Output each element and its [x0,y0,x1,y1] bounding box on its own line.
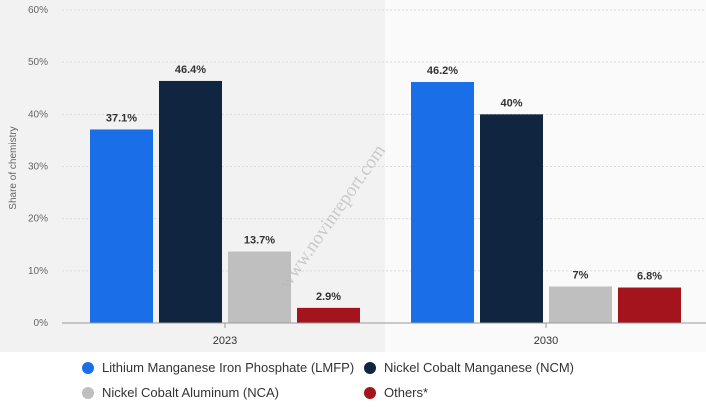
data-label: 37.1% [106,112,137,124]
data-label: 2.9% [316,291,341,303]
data-label: 13.7% [244,235,275,247]
bar [411,81,474,324]
data-label: 46.2% [427,65,458,77]
y-tick-label: 20% [28,214,48,225]
legend-label-ncm: Nickel Cobalt Manganese (NCM) [384,360,575,375]
x-tick-label: 2023 [213,335,237,347]
bar [228,251,291,323]
legend-swatch-nca [82,386,94,399]
data-label: 40% [500,97,522,109]
legend-swatch-lmfp [82,361,94,374]
y-axis-label: Share of chemistry [8,126,19,209]
data-label: 7% [573,269,589,281]
y-tick-label: 0% [34,318,49,329]
legend-item-nca[interactable]: Nickel Cobalt Aluminum (NCA) [82,385,279,400]
y-tick-label: 40% [28,109,48,120]
bar [90,129,153,323]
legend-item-others[interactable]: Others* [364,385,428,400]
x-tick-label: 2030 [534,335,558,347]
bar [480,114,543,323]
legend-swatch-ncm [364,361,376,374]
y-tick-label: 10% [28,266,48,277]
y-tick-label: 50% [28,57,48,68]
legend-item-ncm[interactable]: Nickel Cobalt Manganese (NCM) [364,360,574,375]
legend: Lithium Manganese Iron Phosphate (LMFP) … [82,358,682,402]
legend-label-lmfp: Lithium Manganese Iron Phosphate (LMFP) [102,360,355,375]
legend-swatch-others [364,386,376,399]
data-labels: 37.1% 46.4% 13.7% 2.9% 46.2% 40% 7% 6.8% [106,64,662,303]
y-tick-label: 60% [28,5,48,16]
bar [618,287,681,323]
data-label: 6.8% [637,271,662,283]
bar [159,80,222,324]
y-axis-ticks: 0% 10% 20% 30% 40% 50% 60% [28,5,48,329]
legend-label-nca: Nickel Cobalt Aluminum (NCA) [102,385,279,400]
legend-item-lmfp[interactable]: Lithium Manganese Iron Phosphate (LMFP) [82,360,354,375]
bars [90,80,681,324]
y-tick-label: 30% [28,162,48,173]
bar [297,307,360,323]
legend-label-others: Others* [384,385,429,400]
data-label: 46.4% [175,64,206,76]
bar [549,286,612,323]
grid-lines [62,9,706,272]
x-axis-ticks: 2023 2030 [213,323,558,347]
